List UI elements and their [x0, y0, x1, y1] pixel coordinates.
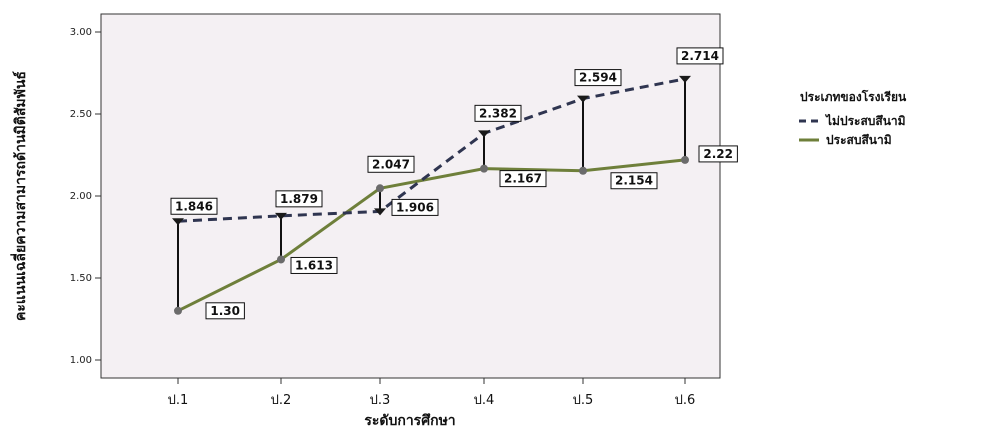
legend-item-series-2: ประสบสึนามิ [826, 133, 892, 147]
data-label-affected-box [698, 145, 738, 163]
series-point-affected [376, 184, 384, 193]
data-label-unaffected-box [574, 69, 622, 87]
data-label-affected: 2.047 [372, 157, 410, 171]
data-label-unaffected-box [275, 190, 323, 208]
series-point-affected [579, 166, 587, 175]
data-label-affected-box [499, 170, 547, 188]
data-label-affected-box [610, 172, 658, 190]
data-label-unaffected: 2.382 [479, 106, 517, 120]
series-point-unaffected [374, 208, 386, 216]
data-label-unaffected: 1.879 [280, 192, 318, 206]
series-point-affected [480, 164, 488, 173]
data-label-unaffected-box [474, 104, 522, 122]
data-label-affected: 2.154 [615, 174, 653, 188]
y-tick-label: 1.00 [70, 355, 92, 366]
x-tick-label: ป.6 [675, 393, 696, 408]
data-label-affected-box [367, 155, 415, 173]
series-point-unaffected [478, 130, 490, 138]
data-label-affected-box [290, 256, 338, 274]
y-axis-title: คะแนนเฉลี่ยความสามารถด้านมิติสัมพันธ์ [10, 71, 29, 321]
y-tick-label: 3.00 [70, 27, 92, 38]
x-tick-label: ป.5 [573, 393, 594, 408]
y-tick-label: 2.00 [70, 191, 92, 202]
series-point-unaffected [577, 95, 589, 103]
data-label-unaffected: 2.594 [579, 71, 617, 85]
y-tick-label: 1.50 [70, 273, 92, 284]
series-point-affected [681, 155, 689, 164]
series-point-affected [174, 306, 182, 315]
label-layer: 1.846 1.879 1.906 2.382 2.594 2.714 1.30 1.613 2… [170, 47, 738, 320]
data-label-affected: 1.30 [210, 304, 240, 318]
legend: ประเภทของโรงเรียน ไม่ประสบสึนามิ ประสบสึ… [799, 89, 907, 147]
data-label-unaffected-box [170, 197, 218, 215]
data-label-affected: 2.167 [504, 172, 542, 186]
plot-background [100, 13, 721, 379]
data-label-affected: 1.613 [295, 258, 333, 272]
legend-title: ประเภทของโรงเรียน [800, 89, 907, 104]
axis-layer: 1.00 1.50 2.00 2.50 3.00 ป.1 ป.2 ป.3 ป.4 ป.5 ป.6 [70, 27, 696, 408]
x-tick-label: ป.4 [474, 393, 495, 408]
data-label-affected-box [205, 302, 245, 320]
series-point-unaffected [679, 75, 691, 83]
x-tick-label: ป.2 [271, 393, 292, 408]
data-label-unaffected-box [391, 198, 439, 216]
series-point-unaffected [275, 212, 287, 220]
series-line-unaffected [177, 77, 686, 223]
connector-layer [177, 78, 686, 311]
series-line-affected [177, 158, 686, 313]
series-point-unaffected [172, 218, 184, 226]
y-tick-label: 2.50 [70, 109, 92, 120]
series-point-affected [277, 255, 285, 264]
x-axis-title: ระดับการศึกษา [364, 412, 455, 429]
legend-item-series-1: ไม่ประสบสึนามิ [824, 113, 906, 128]
data-label-unaffected: 1.906 [396, 200, 434, 214]
x-tick-label: ป.1 [168, 393, 189, 408]
data-label-unaffected: 1.846 [175, 199, 213, 213]
x-tick-label: ป.3 [370, 393, 391, 408]
data-label-unaffected-box [676, 47, 724, 65]
data-label-affected: 2.22 [703, 147, 733, 161]
data-label-unaffected: 2.714 [681, 49, 719, 63]
series-layer [172, 75, 691, 315]
